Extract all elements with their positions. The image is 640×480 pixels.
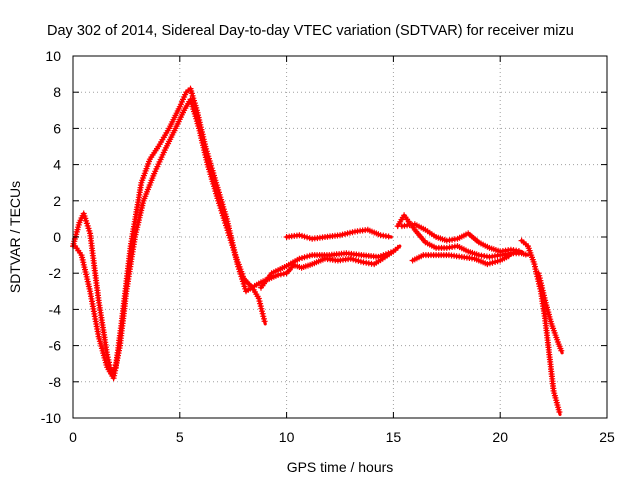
x-tick-label: 10 bbox=[279, 429, 295, 445]
data-point bbox=[394, 244, 401, 251]
series-10 bbox=[535, 270, 565, 355]
series-9 bbox=[518, 237, 563, 416]
y-tick-label: 0 bbox=[53, 229, 61, 245]
series-7 bbox=[398, 221, 524, 255]
x-axis-label: GPS time / hours bbox=[287, 459, 394, 475]
x-tick-label: 25 bbox=[599, 429, 615, 445]
data-point bbox=[515, 248, 522, 254]
data-point bbox=[385, 233, 392, 240]
y-tick-label: 10 bbox=[45, 48, 61, 64]
y-tick-label: -6 bbox=[49, 338, 62, 354]
series-4 bbox=[287, 249, 395, 271]
data-point bbox=[505, 253, 512, 260]
y-tick-label: -8 bbox=[49, 374, 62, 390]
chart-title: Day 302 of 2014, Sidereal Day-to-day VTE… bbox=[47, 23, 574, 39]
x-tick-label: 20 bbox=[492, 429, 508, 445]
data-point bbox=[261, 318, 268, 325]
x-tick-label: 5 bbox=[176, 429, 184, 445]
axis-ticks: 0 5 10 15 20 25 -10 -8 -6 -4 -2 0 2 4 6 8 10 bbox=[41, 48, 615, 445]
y-tick-label: -2 bbox=[49, 265, 62, 281]
series-3 bbox=[258, 244, 402, 291]
y-tick-label: 2 bbox=[53, 193, 61, 209]
y-tick-label: -4 bbox=[49, 301, 62, 317]
x-tick-label: 0 bbox=[69, 429, 77, 445]
y-tick-label: 4 bbox=[53, 157, 61, 173]
data-series bbox=[70, 85, 565, 416]
y-tick-label: -10 bbox=[41, 410, 61, 426]
y-tick-label: 8 bbox=[53, 84, 61, 100]
y-tick-label: 6 bbox=[53, 120, 61, 136]
series-2 bbox=[72, 96, 268, 382]
data-point bbox=[556, 409, 563, 415]
x-tick-label: 15 bbox=[386, 429, 402, 445]
series-5 bbox=[283, 226, 393, 242]
series-8 bbox=[409, 252, 513, 268]
series-1 bbox=[70, 85, 295, 376]
data-point bbox=[388, 249, 395, 256]
y-axis-label: SDTVAR / TECUs bbox=[7, 181, 23, 293]
data-point bbox=[522, 251, 529, 258]
data-point bbox=[558, 347, 565, 354]
